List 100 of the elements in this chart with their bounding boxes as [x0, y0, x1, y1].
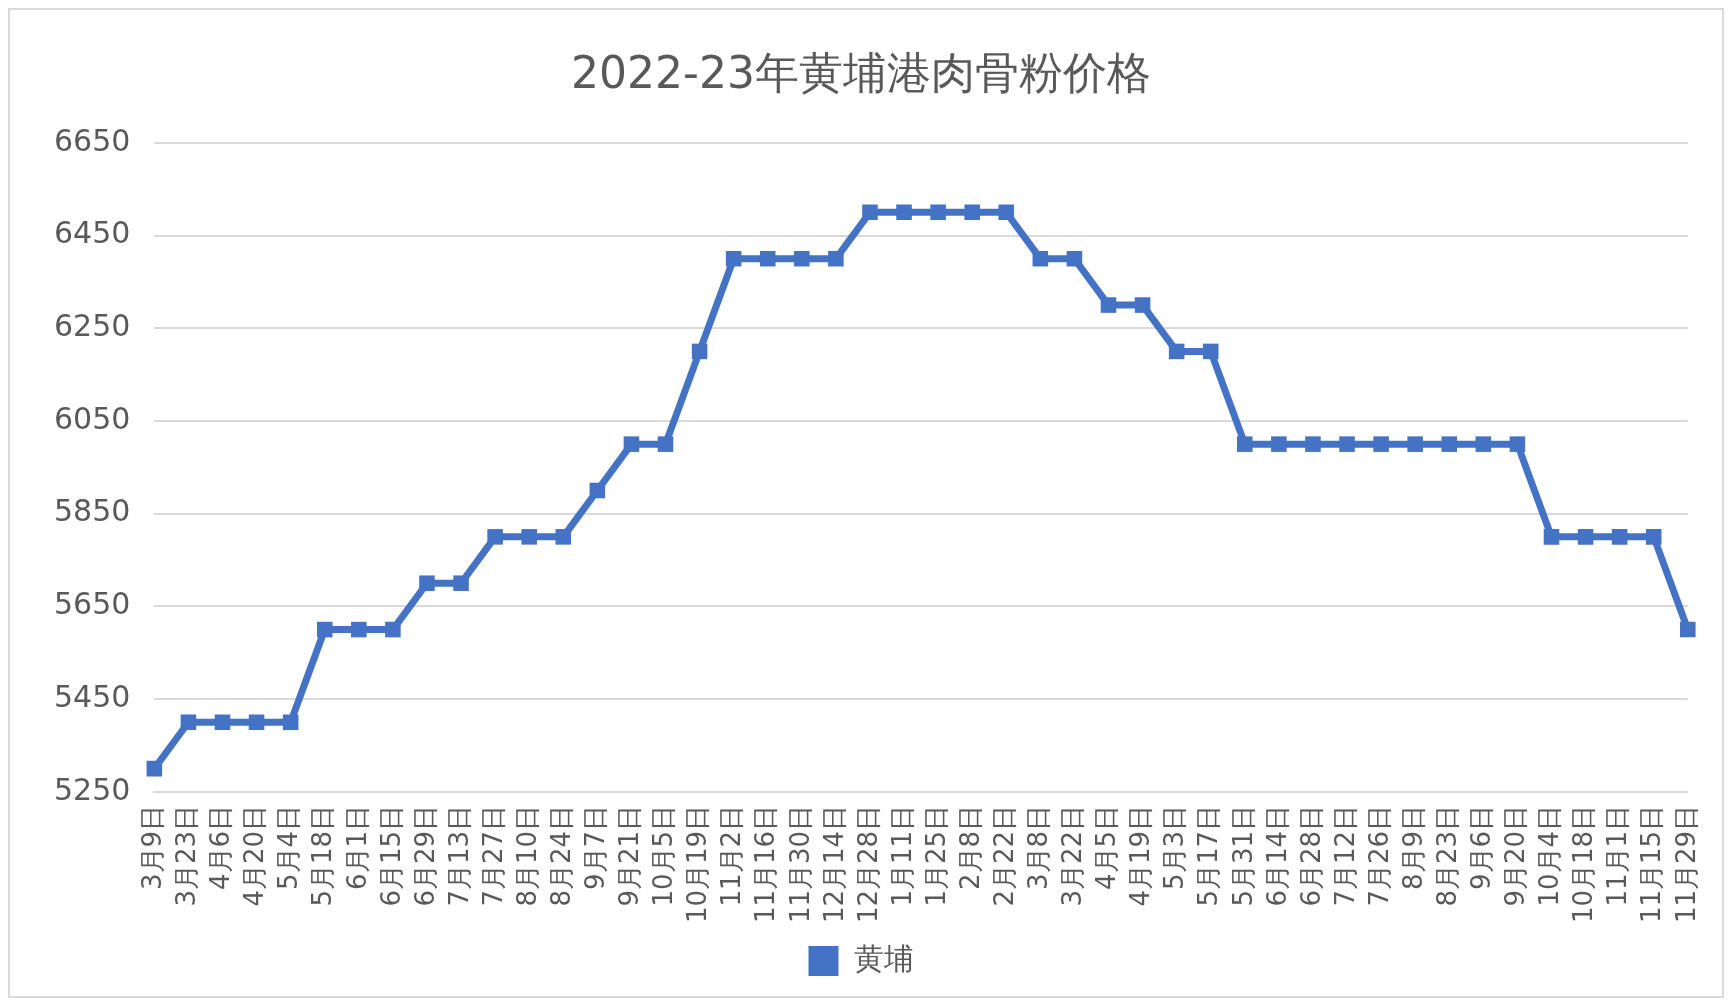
point: [1339, 436, 1355, 452]
point: [1100, 297, 1117, 313]
x-tick-label: 9月6日: [1466, 804, 1497, 890]
x-tick-label: 9月21日: [614, 804, 645, 907]
x-tick-label: 6月29日: [409, 804, 440, 907]
point: [623, 436, 640, 452]
point: [1066, 250, 1083, 267]
x-tick-label: 9月7日: [580, 804, 611, 890]
x-tick-label: 11月29日: [1670, 804, 1701, 923]
x-tick-label: 6月28日: [1295, 804, 1326, 907]
x-tick-label: 4月6日: [205, 804, 236, 890]
y-tick-label: 5450: [53, 678, 131, 714]
point: [828, 250, 844, 267]
x-tick-label: 3月22日: [1057, 804, 1088, 907]
point: [1509, 436, 1526, 452]
y-tick-label: 5250: [53, 771, 131, 807]
x-tick-label: 12月14日: [818, 804, 849, 923]
x-tick-label: 11月2日: [716, 804, 747, 907]
point: [248, 714, 265, 731]
y-tick-label: 5850: [53, 493, 131, 529]
y-tick-label: 6450: [53, 215, 131, 251]
x-tick-label: 4月19日: [1125, 804, 1156, 907]
y-tick-label: 6050: [53, 400, 131, 436]
point: [930, 204, 946, 221]
point: [1611, 529, 1628, 545]
x-tick-label: 4月5日: [1091, 804, 1122, 890]
x-tick-label: 3月8日: [1023, 804, 1054, 890]
legend-label: 黄埔: [853, 940, 914, 976]
point: [282, 714, 299, 731]
point: [555, 529, 572, 545]
point: [351, 621, 367, 638]
x-tick-label: 5月3日: [1159, 804, 1190, 890]
x-tick-label: 10月4日: [1534, 804, 1565, 907]
y-tick-label: 6250: [53, 308, 131, 344]
x-tick-label: 2月22日: [989, 804, 1020, 907]
point: [453, 575, 469, 591]
x-tick-label: 7月27日: [477, 804, 508, 907]
x-tick-label: 6月1日: [341, 804, 372, 890]
x-tick-label: 2月8日: [954, 804, 985, 890]
point: [385, 621, 401, 638]
x-tick-label: 6月14日: [1261, 804, 1292, 907]
point: [896, 204, 912, 221]
point: [1237, 436, 1253, 452]
point: [725, 250, 742, 267]
x-tick-label: 7月26日: [1363, 804, 1394, 907]
x-tick-label: 9月20日: [1500, 804, 1531, 907]
x-tick-label: 8月23日: [1432, 804, 1463, 907]
point: [1645, 529, 1662, 545]
x-tick-label: 8月9日: [1397, 804, 1428, 890]
point: [146, 760, 163, 777]
point: [1543, 529, 1560, 545]
point: [521, 529, 537, 545]
point: [862, 204, 878, 221]
point: [1134, 297, 1151, 313]
x-tick-label: 12月28日: [852, 804, 883, 923]
x-tick-label: 3月23日: [171, 804, 202, 907]
x-tick-label: 6月15日: [375, 804, 406, 907]
x-tick-label: 1月11日: [886, 804, 917, 907]
point: [316, 621, 333, 638]
x-tick-label: 11月30日: [784, 804, 815, 923]
point: [794, 250, 810, 267]
point: [589, 482, 606, 499]
x-tick-label: 8月10日: [511, 804, 542, 907]
x-tick-label: 1月25日: [920, 804, 951, 907]
point: [487, 529, 503, 545]
x-tick-label: 7月12日: [1329, 804, 1360, 907]
point: [1271, 436, 1287, 452]
x-tick-label: 11月15日: [1636, 804, 1667, 923]
point: [1373, 436, 1389, 452]
x-tick-label: 4月20日: [239, 804, 270, 907]
point: [1032, 250, 1049, 267]
y-tick-label: 5650: [53, 586, 131, 622]
x-tick-label: 8月24日: [546, 804, 577, 907]
chart-title: 2022-23年黄埔港肉骨粉价格: [571, 46, 1151, 98]
point: [1680, 621, 1696, 638]
point: [419, 575, 435, 591]
y-tick-label: 6650: [53, 122, 131, 158]
x-tick-label: 10月5日: [648, 804, 679, 907]
x-tick-label: 10月19日: [682, 804, 713, 923]
point: [1407, 436, 1423, 452]
x-tick-label: 5月18日: [307, 804, 338, 907]
x-tick-label: 7月13日: [443, 804, 474, 907]
point: [180, 714, 197, 731]
point: [964, 204, 980, 221]
point: [691, 343, 708, 360]
point: [759, 250, 776, 267]
x-tick-label: 11月16日: [750, 804, 781, 923]
point: [998, 204, 1015, 221]
point: [1305, 436, 1321, 452]
x-tick-label: 5月17日: [1193, 804, 1224, 907]
x-tick-label: 5月31日: [1227, 804, 1258, 907]
x-tick-label: 5月4日: [273, 804, 304, 890]
x-tick-label: 3月9日: [137, 804, 168, 890]
point: [1475, 436, 1492, 452]
point: [657, 436, 674, 452]
x-tick-label: 11月1日: [1602, 804, 1633, 907]
point: [1441, 436, 1458, 452]
point: [1202, 343, 1219, 360]
point: [214, 714, 231, 731]
x-tick-label: 10月18日: [1568, 804, 1599, 923]
